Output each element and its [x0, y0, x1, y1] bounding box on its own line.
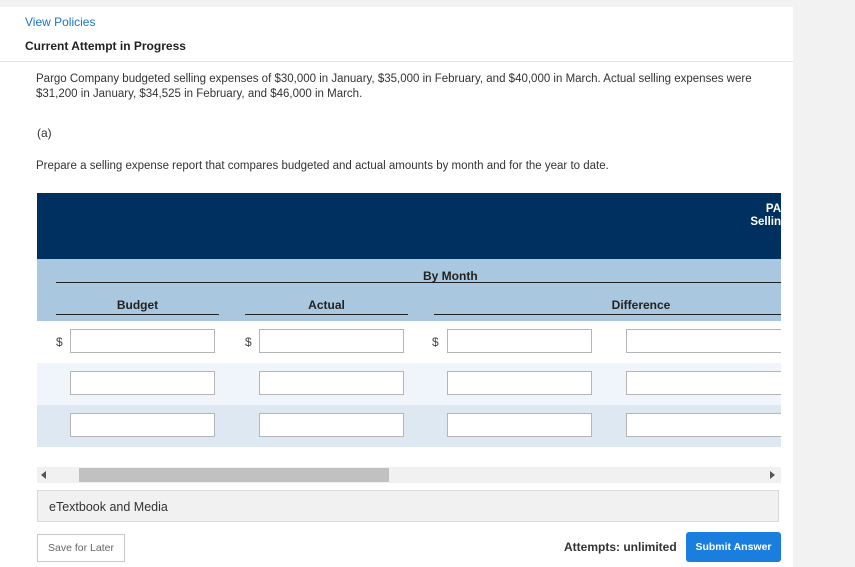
column-budget-underline [56, 314, 219, 315]
table-row: $ $ $ [37, 321, 781, 363]
instruction-text: Prepare a selling expense report that co… [36, 160, 609, 172]
difference-type-input-3[interactable] [626, 413, 781, 437]
column-header-band [37, 259, 781, 321]
etextbook-panel[interactable]: eTextbook and Media [37, 490, 779, 522]
actual-input-1[interactable] [259, 329, 404, 353]
budget-input-1[interactable] [70, 329, 215, 353]
report-title-header: PA Sellin [37, 193, 781, 255]
scroll-right-icon[interactable] [770, 471, 775, 479]
scrollbar-thumb[interactable] [79, 468, 389, 482]
question-card: View Policies Current Attempt in Progres… [0, 7, 793, 567]
difference-input-2[interactable] [447, 371, 592, 395]
scroll-left-icon[interactable] [41, 471, 46, 479]
currency-symbol: $ [56, 335, 63, 349]
currency-symbol: $ [245, 335, 252, 349]
attempts-label: Attempts: unlimited [564, 540, 677, 554]
report-title-line2: Sellin [750, 216, 781, 228]
difference-input-1[interactable] [447, 329, 592, 353]
actual-input-2[interactable] [259, 371, 404, 395]
question-text: Pargo Company budgeted selling expenses … [36, 73, 752, 100]
column-actual: Actual [308, 298, 345, 312]
submit-answer-button[interactable]: Submit Answer [686, 532, 781, 562]
column-budget: Budget [116, 298, 159, 312]
table-row [37, 405, 781, 447]
report-title-line1: PA [765, 203, 781, 215]
difference-type-input-1[interactable] [626, 329, 781, 353]
currency-symbol: $ [432, 335, 439, 349]
report-title: PA Sellin [750, 203, 781, 229]
column-difference-underline [434, 314, 781, 315]
column-difference: Difference [611, 298, 671, 312]
by-month-underline [56, 282, 781, 283]
budget-input-3[interactable] [70, 413, 215, 437]
save-for-later-button[interactable]: Save for Later [37, 534, 125, 562]
divider [0, 61, 793, 62]
budget-input-2[interactable] [70, 371, 215, 395]
difference-type-input-2[interactable] [626, 371, 781, 395]
horizontal-scrollbar[interactable] [37, 467, 781, 483]
column-actual-underline [245, 314, 408, 315]
attempt-title: Current Attempt in Progress [25, 39, 186, 53]
header-separator [37, 255, 781, 259]
difference-input-3[interactable] [447, 413, 592, 437]
part-label: (a) [37, 126, 52, 140]
etextbook-label: eTextbook and Media [49, 500, 168, 514]
table-row [37, 363, 781, 405]
by-month-label: By Month [423, 269, 478, 283]
actual-input-3[interactable] [259, 413, 404, 437]
view-policies-link[interactable]: View Policies [25, 15, 96, 29]
expense-report-table: PA Sellin By Month Budget Actual Differe… [37, 193, 781, 449]
